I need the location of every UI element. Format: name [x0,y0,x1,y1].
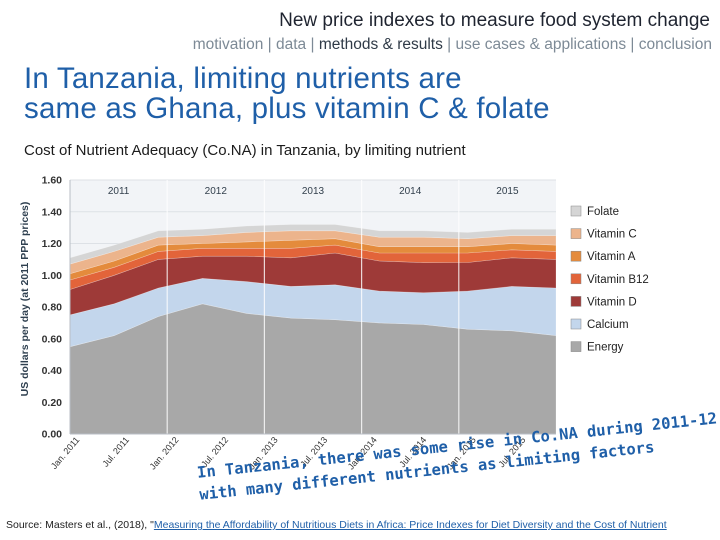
source-link[interactable]: Measuring the Affordability of Nutritiou… [153,519,667,531]
legend-label: Vitamin C [587,229,637,241]
legend-swatch [570,341,582,352]
legend-label: Folate [587,206,619,218]
source-prefix: Source: Masters et al., (2018), " [6,519,154,531]
slide-title-line1: In Tanzania, limiting nutrients are [24,62,462,95]
y-tick-label: 0.40 [42,365,63,377]
legend-swatch [570,318,582,330]
year-label: 2012 [205,186,228,197]
legend-label: Energy [587,342,624,354]
legend-swatch [570,228,582,239]
header-title: New price indexes to measure food system… [279,10,710,31]
year-label: 2015 [496,186,519,197]
chart-subtitle: Cost of Nutrient Adequacy (Co.NA) in Tan… [24,142,466,159]
y-tick-label: 0.60 [42,333,63,345]
stacked-area-chart: 2011 2012 2013 2014 2015 0.00 0.20 0.40 0.60 0.80… [19,175,649,472]
year-label: 2014 [399,186,422,197]
nav-after: | use cases & applications | conclusion [442,36,712,53]
nav-active-section: methods & results [318,36,443,53]
legend-label: Calcium [587,319,629,331]
legend-swatch [570,250,582,262]
y-tick-label: 1.20 [42,238,63,250]
x-tick-label: Jan. 2012 [148,435,181,472]
legend-label: Vitamin B12 [587,274,649,286]
area-folate [69,224,557,265]
year-label: 2013 [302,186,325,197]
legend-label: Vitamin D [587,296,637,308]
y-tick-label: 1.40 [42,206,63,218]
y-tick-label: 0.20 [42,397,63,409]
legend-swatch [570,205,582,217]
slide-title: In Tanzania, limiting nutrients are same… [24,64,550,124]
y-tick-label: 0.00 [42,429,63,441]
legend-swatch [570,273,582,285]
legend-swatch [570,296,582,307]
y-tick-label: 1.60 [42,175,63,187]
section-nav: motivation | data | methods & results | … [193,36,712,54]
nav-before: motivation | data | [192,36,319,53]
source-citation: Source: Masters et al., (2018), "Measuri… [6,519,714,531]
slide-title-line2: same as Ghana, plus vitamin C & folate [24,92,550,125]
year-label: 2011 [108,186,130,197]
y-axis-label: US dollars per day (at 2011 PPP prices) [19,202,31,397]
legend-label: Vitamin A [587,251,636,263]
y-tick-label: 1.00 [42,270,63,282]
y-tick-label: 0.80 [42,302,63,314]
x-tick-label: Jul. 2011 [100,435,131,469]
